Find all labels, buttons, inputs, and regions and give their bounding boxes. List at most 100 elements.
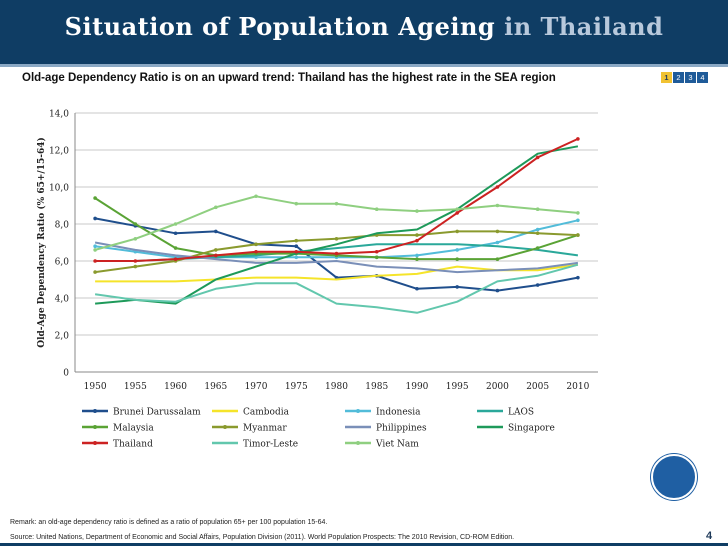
- x-tick-label: 1995: [446, 382, 469, 392]
- data-point: [535, 227, 540, 232]
- data-point: [93, 216, 97, 221]
- x-tick-label: 1980: [325, 382, 348, 392]
- data-point: [214, 205, 218, 210]
- data-point: [576, 137, 580, 141]
- data-point: [133, 222, 138, 226]
- chart-subtitle: Old-age Dependency Ratio is on an upward…: [22, 72, 556, 84]
- data-point: [576, 218, 580, 223]
- data-point: [495, 257, 500, 261]
- series-line: [94, 197, 579, 261]
- line-chart: 0 2,0 4,0 6,0 8,0 10,0 12,0 14,0 1950 1955 1960 196…: [36, 110, 598, 450]
- slide-pager: 1 2 3 4: [661, 72, 708, 83]
- data-point: [214, 253, 218, 258]
- y-tick-label: 2,0: [55, 332, 70, 342]
- data-point: [415, 253, 419, 258]
- x-tick-label: 2000: [486, 382, 509, 392]
- y-axis-title: Old-Age Dependency Ratio (% 65+/15-64): [36, 137, 47, 348]
- remark-text: Remark: an old-age dependency ratio is d…: [10, 519, 328, 526]
- y-tick-label: 6,0: [55, 258, 70, 268]
- title-accent: in Thailand: [504, 12, 664, 41]
- data-point: [93, 259, 97, 263]
- data-point: [214, 248, 218, 252]
- data-point: [334, 251, 339, 256]
- series-line: [95, 145, 579, 305]
- pager-item-4[interactable]: 4: [697, 72, 708, 83]
- data-point: [535, 283, 540, 287]
- data-point: [495, 229, 500, 234]
- decorative-circle: [651, 454, 697, 500]
- x-tick-label: 1965: [204, 382, 227, 392]
- data-point: [495, 288, 500, 293]
- data-point: [133, 264, 138, 269]
- data-point: [495, 240, 500, 245]
- legend-marker: [223, 425, 227, 429]
- data-point: [173, 257, 178, 261]
- source-text: Source: United Nations, Department of Ec…: [10, 534, 515, 541]
- data-point: [294, 249, 299, 254]
- x-tick-label: 1955: [124, 382, 147, 392]
- page-number: 4: [706, 530, 713, 542]
- x-tick-label: 1990: [406, 382, 429, 392]
- data-point: [93, 244, 97, 248]
- legend-label: LAOS: [508, 408, 534, 418]
- data-point: [455, 211, 459, 215]
- data-point: [576, 233, 580, 237]
- data-point: [133, 237, 138, 241]
- header-stripe: [0, 64, 728, 67]
- data-point: [173, 222, 178, 226]
- data-point: [173, 231, 178, 236]
- data-point: [415, 286, 419, 291]
- data-point: [294, 238, 299, 243]
- data-point: [93, 248, 97, 252]
- legend-label: Philippines: [376, 424, 427, 434]
- legend-marker: [356, 409, 360, 413]
- data-point: [535, 207, 540, 211]
- x-tick-label: 1960: [164, 382, 187, 392]
- data-point: [455, 257, 459, 261]
- data-point: [294, 201, 299, 206]
- legend-label: Brunei Darussalam: [113, 408, 201, 418]
- legend-label: Malaysia: [113, 424, 154, 434]
- x-tick-label: 1950: [84, 382, 107, 392]
- pager-item-3[interactable]: 3: [685, 72, 696, 83]
- pager-item-2[interactable]: 2: [673, 72, 684, 83]
- data-point: [455, 229, 459, 234]
- data-point: [576, 211, 580, 215]
- data-point: [374, 207, 379, 211]
- header-bar: [0, 0, 728, 64]
- legend-label: Viet Nam: [375, 440, 419, 450]
- data-point: [374, 249, 379, 254]
- legend-label: Singapore: [508, 424, 555, 434]
- series-line: [95, 263, 579, 283]
- x-tick-label: 1975: [285, 382, 308, 392]
- data-point: [415, 209, 419, 213]
- legend-label: Thailand: [113, 440, 153, 450]
- data-point: [254, 242, 258, 247]
- legend-label: Myanmar: [243, 424, 287, 434]
- pager-item-1[interactable]: 1: [661, 72, 672, 83]
- data-point: [374, 255, 379, 260]
- y-tick-label: 0: [63, 369, 69, 379]
- data-point: [93, 270, 97, 274]
- data-point: [415, 257, 419, 261]
- legend-marker: [356, 441, 360, 445]
- series-line: [94, 241, 579, 274]
- data-point: [334, 201, 339, 206]
- legend-marker: [93, 425, 97, 429]
- data-point: [535, 246, 540, 250]
- y-tick-label: 14,0: [49, 110, 69, 120]
- data-point: [214, 229, 218, 234]
- page-title: Situation of Population Ageing in Thaila…: [0, 12, 728, 41]
- data-point: [455, 285, 459, 289]
- data-point: [173, 246, 178, 250]
- legend-label: Cambodia: [243, 408, 290, 418]
- data-point: [254, 249, 258, 254]
- y-tick-label: 12,0: [49, 147, 69, 157]
- series-line: [94, 263, 579, 314]
- data-point: [495, 203, 500, 208]
- data-point: [495, 185, 500, 189]
- data-point: [294, 244, 299, 248]
- legend-label: Timor-Leste: [243, 440, 298, 450]
- data-point: [415, 238, 419, 243]
- data-point: [576, 275, 580, 280]
